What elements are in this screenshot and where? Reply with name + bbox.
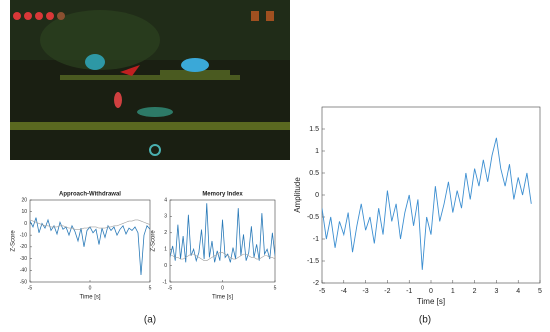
x-tick-label: 0 <box>89 285 92 291</box>
glow <box>137 107 173 117</box>
y-tick-label: -30 <box>20 256 27 262</box>
x-tick-label: -1 <box>406 288 412 295</box>
caption: (b) <box>419 315 431 326</box>
x-tick-label: 0 <box>221 285 224 291</box>
x-tick-label: 1 <box>451 288 455 295</box>
y-tick-label: 0 <box>164 263 167 269</box>
player <box>114 92 122 108</box>
heart <box>57 12 65 20</box>
y-tick-label: 1 <box>164 247 167 253</box>
y-tick-label: 0.5 <box>309 170 319 177</box>
x-tick-label: -4 <box>341 288 347 295</box>
creature <box>85 54 105 70</box>
heart <box>24 12 32 20</box>
platform <box>60 75 240 80</box>
y-tick-label: 1.5 <box>309 126 319 133</box>
game-screenshot <box>10 0 290 160</box>
y-tick-label: 0 <box>315 192 319 199</box>
x-axis-label: Time [s] <box>417 297 445 306</box>
x-tick-label: 2 <box>473 288 477 295</box>
x-tick-label: -5 <box>168 285 173 291</box>
y-tick-label: -20 <box>20 244 27 250</box>
y-axis-label: Z-Score <box>151 230 157 252</box>
creature <box>181 58 209 72</box>
series-group <box>170 203 275 263</box>
y-tick-label: -2 <box>313 280 319 287</box>
x-tick-label: -5 <box>319 288 325 295</box>
y-tick-label: 2 <box>164 230 167 236</box>
y-tick-label: -10 <box>20 232 27 238</box>
chart: -2 -1.5 -1 -0.5 0 0.5 1 1.5 -5 -4 -3 -2 -1 0 1 2 3 4 5 Time… <box>293 106 542 306</box>
x-tick-label: 0 <box>429 288 433 295</box>
icon <box>149 144 161 156</box>
item <box>266 11 274 21</box>
heart <box>13 12 21 20</box>
y-tick-label: 10 <box>21 209 27 215</box>
screenshot-area <box>40 10 160 70</box>
x-tick-label: 4 <box>516 288 520 295</box>
series-group <box>30 217 150 276</box>
chart: -1 0 1 2 3 4 -5 0 5 Memory Index Time [s] Z-Score <box>151 192 277 301</box>
x-tick-label: 5 <box>538 288 542 295</box>
y-tick-label: -50 <box>20 279 27 285</box>
y-tick-label: 4 <box>164 197 167 203</box>
projectile <box>120 65 140 76</box>
heart <box>35 12 43 20</box>
caption: (a) <box>144 315 156 326</box>
y-tick-label: -0.5 <box>307 214 319 221</box>
x-tick-label: -2 <box>384 288 390 295</box>
item <box>251 11 259 21</box>
data-line <box>322 137 532 270</box>
y-tick-label: 1 <box>315 148 319 155</box>
y-tick-label: 0 <box>24 221 27 227</box>
chart-title: Memory Index <box>202 192 243 198</box>
data-line <box>170 252 275 261</box>
data-line <box>30 219 150 230</box>
platform <box>160 70 230 75</box>
heart <box>46 12 54 20</box>
y-tick-label: -1.5 <box>307 258 319 265</box>
data-line <box>170 203 275 263</box>
x-tick-label: -5 <box>28 285 33 291</box>
x-tick-label: -3 <box>362 288 368 295</box>
series-group <box>322 137 532 270</box>
hearts <box>13 12 65 20</box>
plot-area <box>321 106 541 284</box>
plot-area <box>29 199 151 283</box>
chart-title: Approach-Withdrawal <box>59 192 121 198</box>
y-tick-label: -1 <box>163 279 168 285</box>
y-axis-label: Z-Score <box>11 230 17 252</box>
x-axis-label: Time [s] <box>79 295 100 301</box>
y-tick-label: -40 <box>20 268 27 274</box>
y-tick-label: 20 <box>21 197 27 203</box>
plot-area <box>169 199 276 283</box>
x-tick-label: 3 <box>494 288 498 295</box>
x-axis-label: Time [s] <box>212 295 233 301</box>
x-tick-label: 5 <box>149 285 152 291</box>
platform <box>10 122 290 130</box>
y-axis-label: Amplitude <box>293 177 302 213</box>
y-tick-label: -1 <box>313 236 319 243</box>
x-tick-label: 5 <box>274 285 277 291</box>
y-tick-label: 3 <box>164 214 167 220</box>
